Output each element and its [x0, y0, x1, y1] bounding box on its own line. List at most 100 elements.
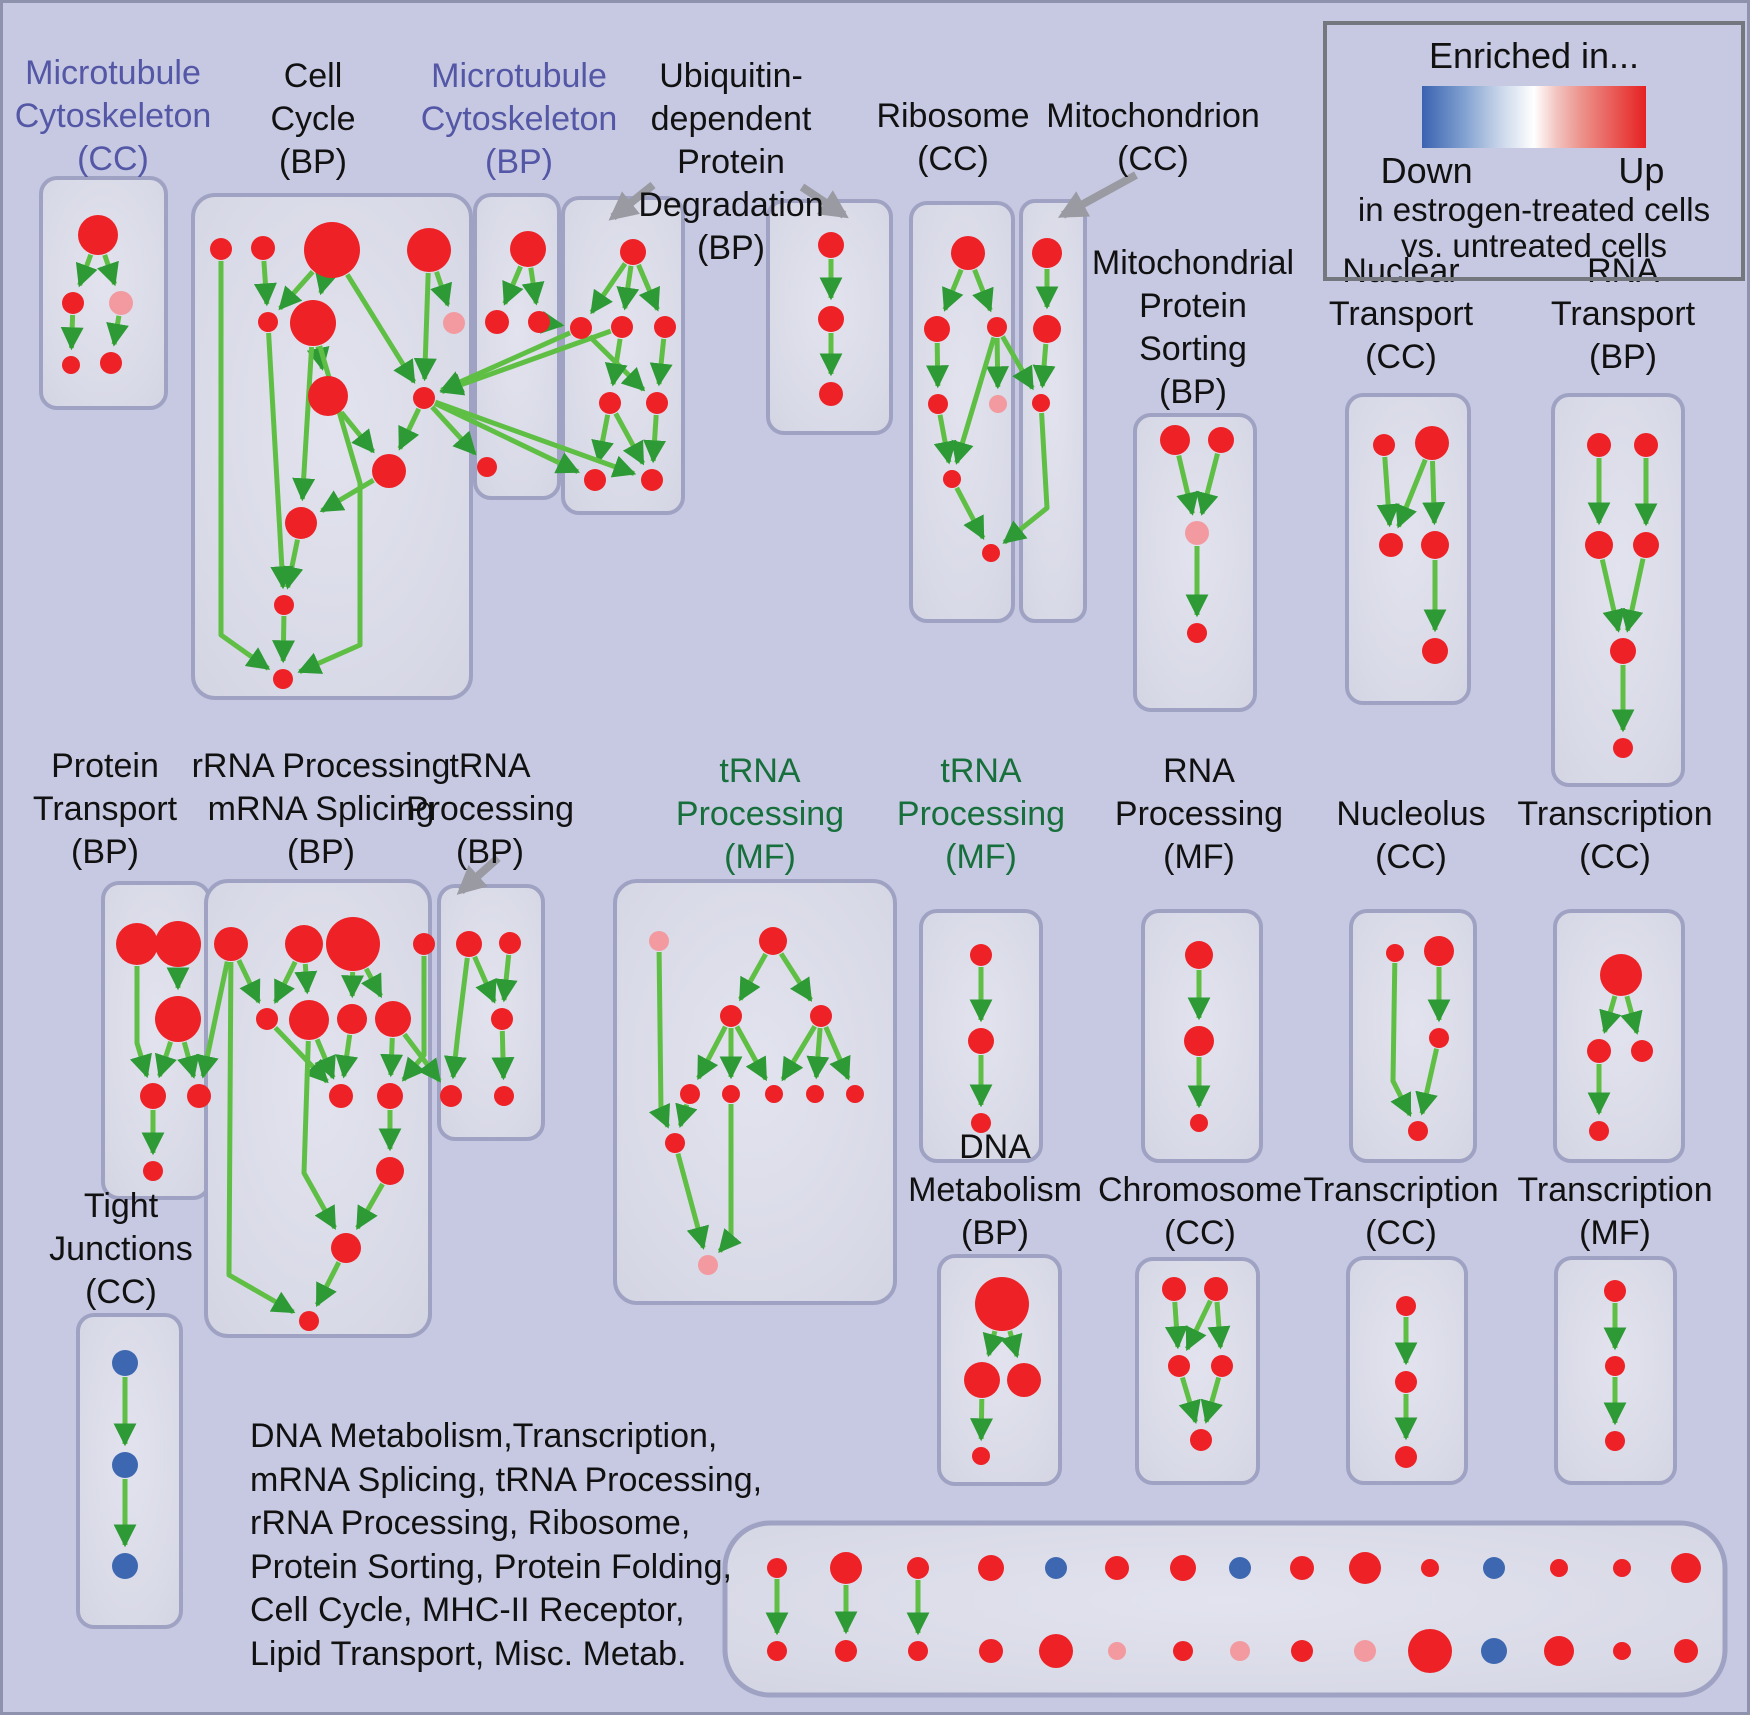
node-chromosome-cc-mr [1211, 1355, 1233, 1377]
node-cell-cycle-l [274, 595, 294, 615]
edge-ribosome-cc [942, 268, 964, 312]
edge-nucleolus-cc [1390, 962, 1413, 1117]
note-block: DNA Metabolism,Transcription, mRNA Splici… [250, 1415, 762, 1676]
node-rrna-mrna-bp-m1 [256, 1008, 278, 1030]
edge-ubiquitin-degradation-1 [643, 414, 667, 464]
edge-rna-transport-bp [1599, 559, 1626, 633]
edge-chromosome-cc [1207, 1301, 1231, 1350]
strip-node-top-1 [767, 1558, 787, 1578]
node-trna-processing-mf-1-cv [665, 1133, 685, 1153]
node-ubiquitin-degradation-1-mr [654, 316, 676, 338]
edge-microtubule-cytoskeleton-bp [521, 267, 545, 306]
cluster-label-transcription-cc-2-line-2: (CC) [1365, 1214, 1437, 1252]
node-trna-processing-mf-1-e [846, 1085, 864, 1103]
node-transcription-mf-n3 [1605, 1431, 1625, 1451]
node-dna-metabolism-bp-l [964, 1362, 1000, 1398]
node-transcription-mf-n1 [1604, 1280, 1626, 1302]
node-tight-junctions-cc-n1 [112, 1350, 138, 1376]
node-mitochondrion-cc-t [1032, 238, 1062, 268]
cluster-label-rna-transport-bp-line-2: Transport [1551, 295, 1696, 333]
edge-rrna-mrna-bp [360, 967, 384, 999]
node-trna-processing-mf-2-n1 [970, 944, 992, 966]
cluster-label-mitochondrial-protein-sorting-bp-line-3: Sorting [1139, 330, 1247, 368]
cluster-label-trna-processing-bp-line-2: Processing [406, 790, 574, 828]
node-trna-processing-mf-1-a [680, 1084, 700, 1104]
edge-dna-metabolism-bp [982, 1330, 1006, 1358]
strip-node-bottom-11 [1408, 1629, 1452, 1673]
edge-ribosome-cc [951, 336, 997, 465]
node-rrna-mrna-bp-b2 [299, 1311, 319, 1331]
cluster-label-tight-junctions-cc-line-1: Tight [84, 1187, 159, 1225]
node-rna-transport-bp-tl [1587, 433, 1611, 457]
node-rna-processing-mf-n1 [1185, 941, 1213, 969]
cluster-label-tight-junctions-cc-line-2: Junctions [49, 1230, 193, 1268]
edge-nuclear-transport-cc [1422, 460, 1446, 526]
node-tight-junctions-cc-n3 [112, 1553, 138, 1579]
node-trna-processing-bp-ll [440, 1085, 462, 1107]
node-chromosome-cc-b [1190, 1429, 1212, 1451]
cluster-label-ubiquitin-degradation-1-line-1: Ubiquitin- [659, 57, 803, 95]
edge-rrna-mrna-bp [236, 959, 262, 1004]
edge-chromosome-cc [1184, 1299, 1213, 1351]
cluster-box-microtubule-cytoskeleton-cc [39, 176, 168, 410]
node-microtubule-cytoskeleton-bp-t [510, 231, 546, 267]
node-mitochondrial-protein-sorting-bp-tr [1208, 427, 1234, 453]
cluster-label-dna-metabolism-bp-line-1: DNA [959, 1128, 1031, 1166]
node-rrna-mrna-bp-t2 [285, 925, 323, 963]
node-rrna-mrna-bp-lo1 [329, 1084, 353, 1108]
note-line-1: DNA Metabolism,Transcription, [250, 1417, 718, 1455]
edge-ribosome-cc [972, 268, 994, 313]
edge-chromosome-cc [1178, 1376, 1201, 1425]
strip-node-top-10 [1349, 1552, 1381, 1584]
strip-node-top-6 [1105, 1556, 1129, 1580]
node-cell-cycle-i [413, 387, 435, 409]
edge-cell-cycle [345, 273, 417, 384]
edge-cell-cycle [278, 270, 315, 311]
strip-node-top-4 [978, 1555, 1004, 1581]
cluster-box-nuclear-transport-cc [1345, 393, 1471, 705]
edge-ubiquitin-degradation-1 [636, 263, 660, 312]
node-nucleolus-cc-sm [1386, 944, 1404, 962]
node-trna-processing-mf-2-n2 [968, 1028, 994, 1054]
cluster-label-nucleolus-cc-line-1: Nucleolus [1336, 795, 1485, 833]
node-ribosome-cc-pk [989, 395, 1007, 413]
node-nuclear-transport-cc-mr [1421, 531, 1449, 559]
edge-nucleolus-cc [1415, 1048, 1440, 1116]
cluster-label-transcription-cc-1-line-2: (CC) [1579, 838, 1651, 876]
edge-microtubule-cytoskeleton-bp [502, 265, 524, 306]
cross-edge [439, 328, 612, 396]
note-line-4: Protein Sorting, Protein Folding, [250, 1547, 732, 1586]
node-mitochondrial-protein-sorting-bp-tl [1160, 425, 1190, 455]
cluster-box-chromosome-cc [1135, 1257, 1260, 1485]
edge-ubiquitin-degradation-1 [616, 265, 640, 311]
node-cell-cycle-e [258, 312, 278, 332]
node-ribosome-cc-ml [924, 316, 950, 342]
cross-edge [433, 400, 580, 475]
strip-node-bottom-13 [1544, 1636, 1574, 1666]
node-rna-processing-mf-n3 [1190, 1114, 1208, 1132]
node-nuclear-transport-cc-tr [1415, 426, 1449, 460]
node-cell-cycle-m [273, 669, 293, 689]
strip-node-top-9 [1290, 1556, 1314, 1580]
node-chromosome-cc-tr [1204, 1277, 1228, 1301]
strip-node-top-15 [1671, 1553, 1701, 1583]
node-ubiquitin-degradation-2-n1 [818, 232, 844, 258]
cluster-label-trna-processing-mf-1-line-2: Processing [676, 795, 844, 833]
bottom-strip-box [722, 1520, 1728, 1698]
node-cell-cycle-b [251, 236, 275, 260]
node-cell-cycle-h [308, 376, 348, 416]
cluster-label-ribosome-cc-line-2: (CC) [917, 140, 989, 178]
edge-trna-processing-mf-1 [738, 952, 768, 1002]
cluster-label-ubiquitin-degradation-1-line-4: Degradation [638, 186, 823, 224]
cluster-label-rrna-mrna-bp-line-1: rRNA Processing [192, 747, 451, 785]
node-microtubule-cytoskeleton-cc-ml [62, 292, 84, 314]
cluster-label-microtubule-cytoskeleton-bp-line-2: Cytoskeleton [421, 100, 618, 138]
edge-trna-processing-mf-1 [778, 952, 813, 1002]
edge-trna-processing-mf-1 [717, 1104, 742, 1254]
node-ribosome-cc-b [982, 544, 1000, 562]
edge-microtubule-cytoskeleton-cc [60, 314, 84, 351]
legend-box: Enriched in... Down Up in estrogen-treat… [1323, 21, 1745, 281]
node-microtubule-cytoskeleton-bp-ml [485, 310, 509, 334]
edge-trna-processing-bp [494, 954, 518, 1003]
cluster-box-transcription-cc-2 [1346, 1256, 1468, 1485]
